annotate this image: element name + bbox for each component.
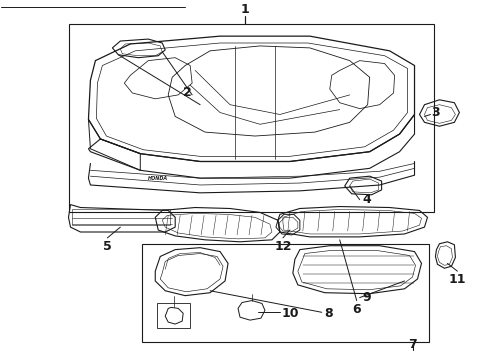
Text: HONDA: HONDA xyxy=(148,176,169,181)
Text: 1: 1 xyxy=(241,3,249,15)
Text: 6: 6 xyxy=(352,302,361,315)
Text: 10: 10 xyxy=(282,307,299,320)
Text: 12: 12 xyxy=(274,240,292,253)
Text: 2: 2 xyxy=(183,86,192,99)
Text: 11: 11 xyxy=(449,273,466,286)
Text: 9: 9 xyxy=(363,291,371,304)
Text: 7: 7 xyxy=(408,338,417,351)
Text: 8: 8 xyxy=(324,307,332,320)
Text: 5: 5 xyxy=(103,240,112,253)
Text: 3: 3 xyxy=(432,106,440,119)
Text: 4: 4 xyxy=(363,193,371,206)
